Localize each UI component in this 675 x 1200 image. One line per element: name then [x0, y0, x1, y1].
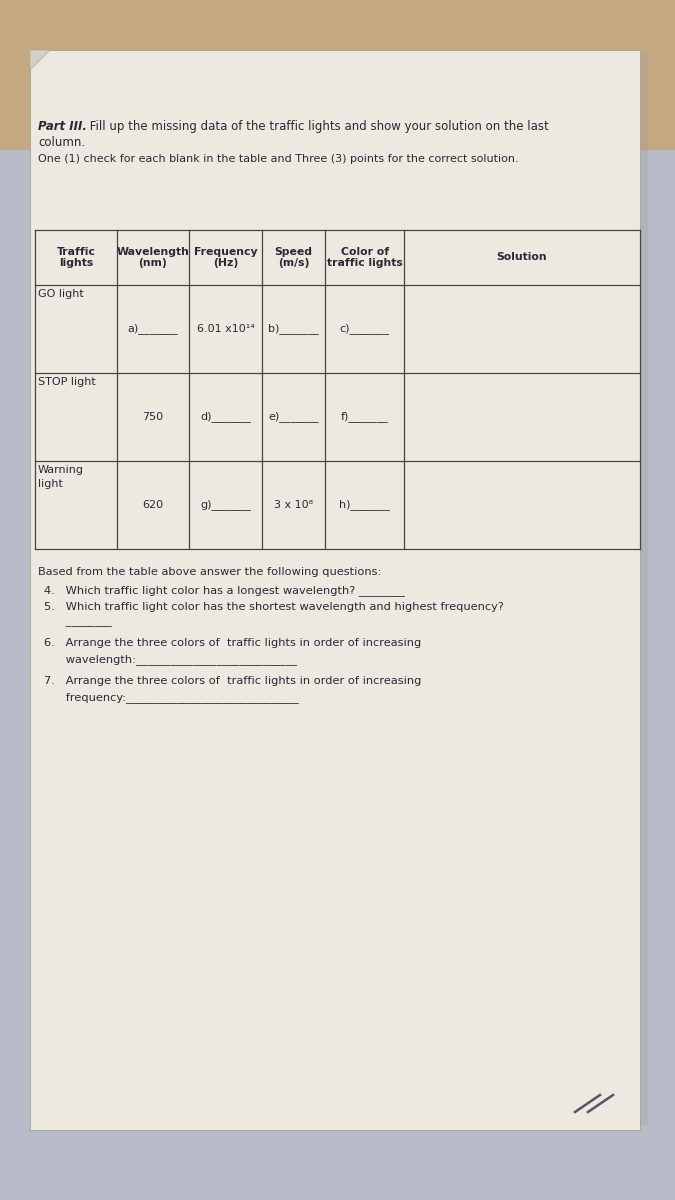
Text: ________: ________	[44, 616, 112, 626]
Text: Warning: Warning	[38, 464, 84, 475]
Text: 6.01 x10¹⁴: 6.01 x10¹⁴	[196, 324, 254, 334]
Text: 3 x 10⁸: 3 x 10⁸	[274, 500, 313, 510]
FancyBboxPatch shape	[640, 55, 648, 1126]
Text: 4.   Which traffic light color has a longest wavelength? ________: 4. Which traffic light color has a longe…	[44, 584, 405, 596]
Text: Speed
(m/s): Speed (m/s)	[275, 247, 313, 269]
Polygon shape	[30, 50, 50, 70]
Text: h)_______: h)_______	[340, 499, 390, 510]
Text: Solution: Solution	[497, 252, 547, 263]
Text: wavelength:____________________________: wavelength:____________________________	[44, 654, 297, 665]
Text: b)_______: b)_______	[268, 324, 319, 335]
Text: 750: 750	[142, 412, 163, 422]
Text: Traffic
lights: Traffic lights	[57, 247, 95, 269]
Text: g)_______: g)_______	[200, 499, 251, 510]
Text: light: light	[38, 479, 63, 490]
Text: Based from the table above answer the following questions:: Based from the table above answer the fo…	[38, 566, 381, 577]
FancyBboxPatch shape	[0, 0, 675, 150]
Text: Wavelength
(nm): Wavelength (nm)	[117, 247, 190, 269]
FancyBboxPatch shape	[30, 50, 640, 1130]
Text: a)_______: a)_______	[128, 324, 178, 335]
Text: Part III.: Part III.	[38, 120, 87, 133]
Text: One (1) check for each blank in the table and Three (3) points for the correct s: One (1) check for each blank in the tabl…	[38, 154, 518, 164]
Text: d)_______: d)_______	[200, 412, 251, 422]
Text: 5.   Which traffic light color has the shortest wavelength and highest frequency: 5. Which traffic light color has the sho…	[44, 602, 504, 612]
Text: c)_______: c)_______	[340, 324, 389, 335]
Text: 6.   Arrange the three colors of  traffic lights in order of increasing: 6. Arrange the three colors of traffic l…	[44, 638, 421, 648]
Text: 7.   Arrange the three colors of  traffic lights in order of increasing: 7. Arrange the three colors of traffic l…	[44, 676, 421, 686]
Text: 620: 620	[142, 500, 163, 510]
Text: Frequency
(Hz): Frequency (Hz)	[194, 247, 257, 269]
Text: f)_______: f)_______	[341, 412, 389, 422]
Text: GO light: GO light	[38, 289, 84, 299]
Text: Color of
traffic lights: Color of traffic lights	[327, 247, 402, 269]
Text: column.: column.	[38, 136, 85, 149]
Text: frequency:______________________________: frequency:______________________________	[44, 692, 298, 703]
Text: e)_______: e)_______	[269, 412, 319, 422]
Text: Fill up the missing data of the traffic lights and show your solution on the las: Fill up the missing data of the traffic …	[86, 120, 549, 133]
Text: STOP light: STOP light	[38, 377, 96, 386]
